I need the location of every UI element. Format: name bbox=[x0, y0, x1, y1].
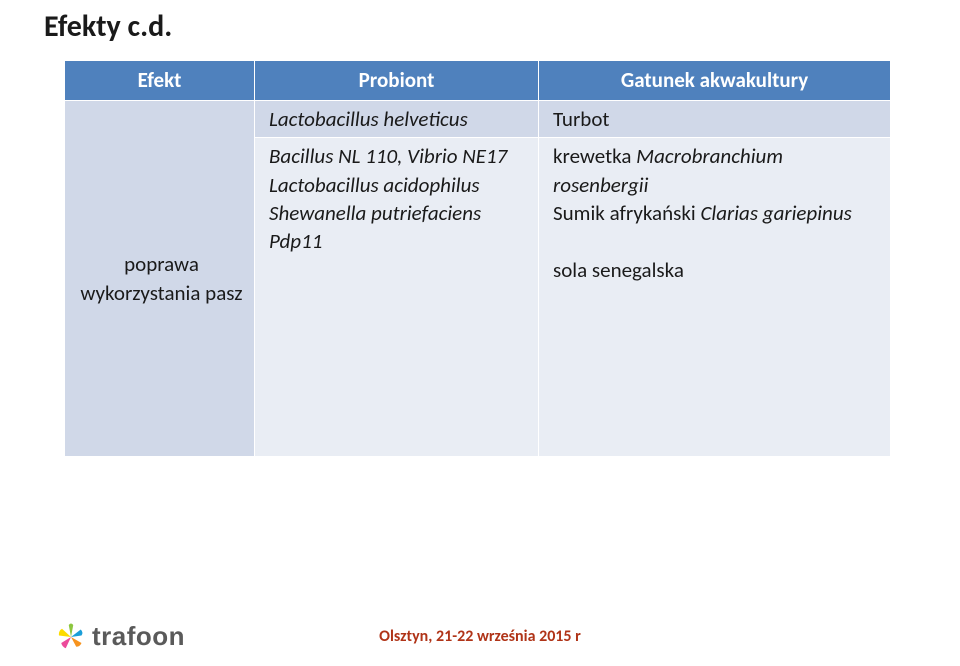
col-header-probiont: Probiont bbox=[255, 61, 539, 101]
cell-gatunek-list: krewetka Macrobranchium rosenbergii Sumi… bbox=[539, 138, 891, 457]
probiont-line: Lactobacillus acidophilus bbox=[269, 171, 528, 199]
probiont-line: Shewanella putriefaciens Pdp11 bbox=[269, 199, 528, 256]
table-header-row: Efekt Probiont Gatunek akwakultury bbox=[65, 61, 891, 101]
gatunek-line bbox=[553, 227, 880, 255]
probiont-line: Bacillus NL 110, Vibrio NE17 bbox=[269, 142, 528, 170]
gatunek-line: sola senegalska bbox=[553, 256, 880, 284]
cell-probiont-helveticus: Lactobacillus helveticus bbox=[255, 101, 539, 138]
col-header-efekt: Efekt bbox=[65, 61, 255, 101]
table-row: poprawa wykorzystania pasz Lactobacillus… bbox=[65, 101, 891, 138]
effects-table: Efekt Probiont Gatunek akwakultury popra… bbox=[64, 60, 890, 457]
cell-gatunek-turbot: Turbot bbox=[539, 101, 891, 138]
gatunek-line: krewetka Macrobranchium rosenbergii bbox=[553, 142, 880, 199]
row-label-poprawa: poprawa wykorzystania pasz bbox=[65, 101, 255, 457]
slide-title: Efekty c.d. bbox=[44, 8, 172, 45]
footer-caption: Olsztyn, 21-22 września 2015 r bbox=[0, 627, 960, 646]
col-header-gatunek: Gatunek akwakultury bbox=[539, 61, 891, 101]
slide-footer: trafoon Olsztyn, 21-22 września 2015 r bbox=[0, 598, 960, 652]
cell-probiont-list: Bacillus NL 110, Vibrio NE17 Lactobacill… bbox=[255, 138, 539, 457]
gatunek-line: Sumik afrykański Clarias gariepinus bbox=[553, 199, 880, 227]
